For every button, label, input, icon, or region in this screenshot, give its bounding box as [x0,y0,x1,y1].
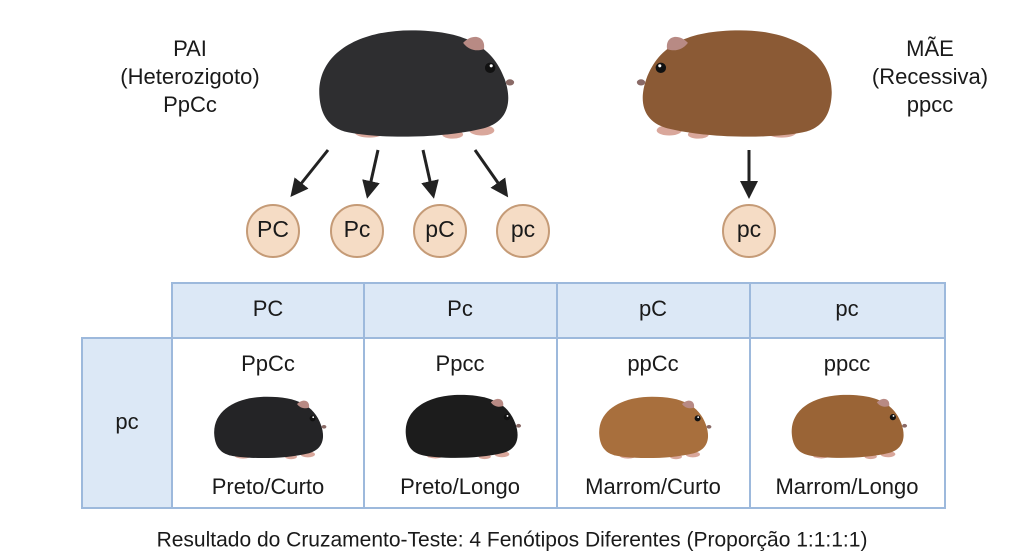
row-header: pc [115,409,138,434]
column-header: PC [253,296,284,321]
caption: Resultado do Cruzamento-Teste: 4 Fenótip… [157,529,868,552]
column-header: pc [835,296,858,321]
genotype: PpCc [241,351,295,376]
gamete: PC [257,216,289,242]
father-label: PAI [173,36,207,61]
genotype: ppCc [627,351,678,376]
phenotype: Marrom/Curto [585,474,721,499]
gamete: pc [737,216,761,242]
punnett-table: PC Pc pC pc pc PpCc Ppcc ppCc ppcc Preto… [81,282,946,509]
gamete: pc [511,216,535,242]
mother-gametes: pc [722,204,776,258]
phenotype: Preto/Curto [212,474,325,499]
genotype: ppcc [824,351,870,376]
mother-label: MÃE [906,36,954,61]
mother-guinea-pig [636,30,832,139]
father-genotype: PpCc [163,92,217,117]
phenotype: Marrom/Longo [775,474,918,499]
mother-genotype: ppcc [907,92,953,117]
phenotype: Preto/Longo [400,474,520,499]
column-header: Pc [447,296,473,321]
father-type: (Heterozigoto) [120,64,259,89]
column-header: pC [639,296,667,321]
arrows [290,149,758,199]
gamete: Pc [344,216,371,242]
father-guinea-pig [319,30,515,139]
mother-type: (Recessiva) [872,64,988,89]
genotype: Ppcc [436,351,485,376]
gamete: pC [425,216,454,242]
father-gametes: PC Pc pC pc [246,204,550,258]
